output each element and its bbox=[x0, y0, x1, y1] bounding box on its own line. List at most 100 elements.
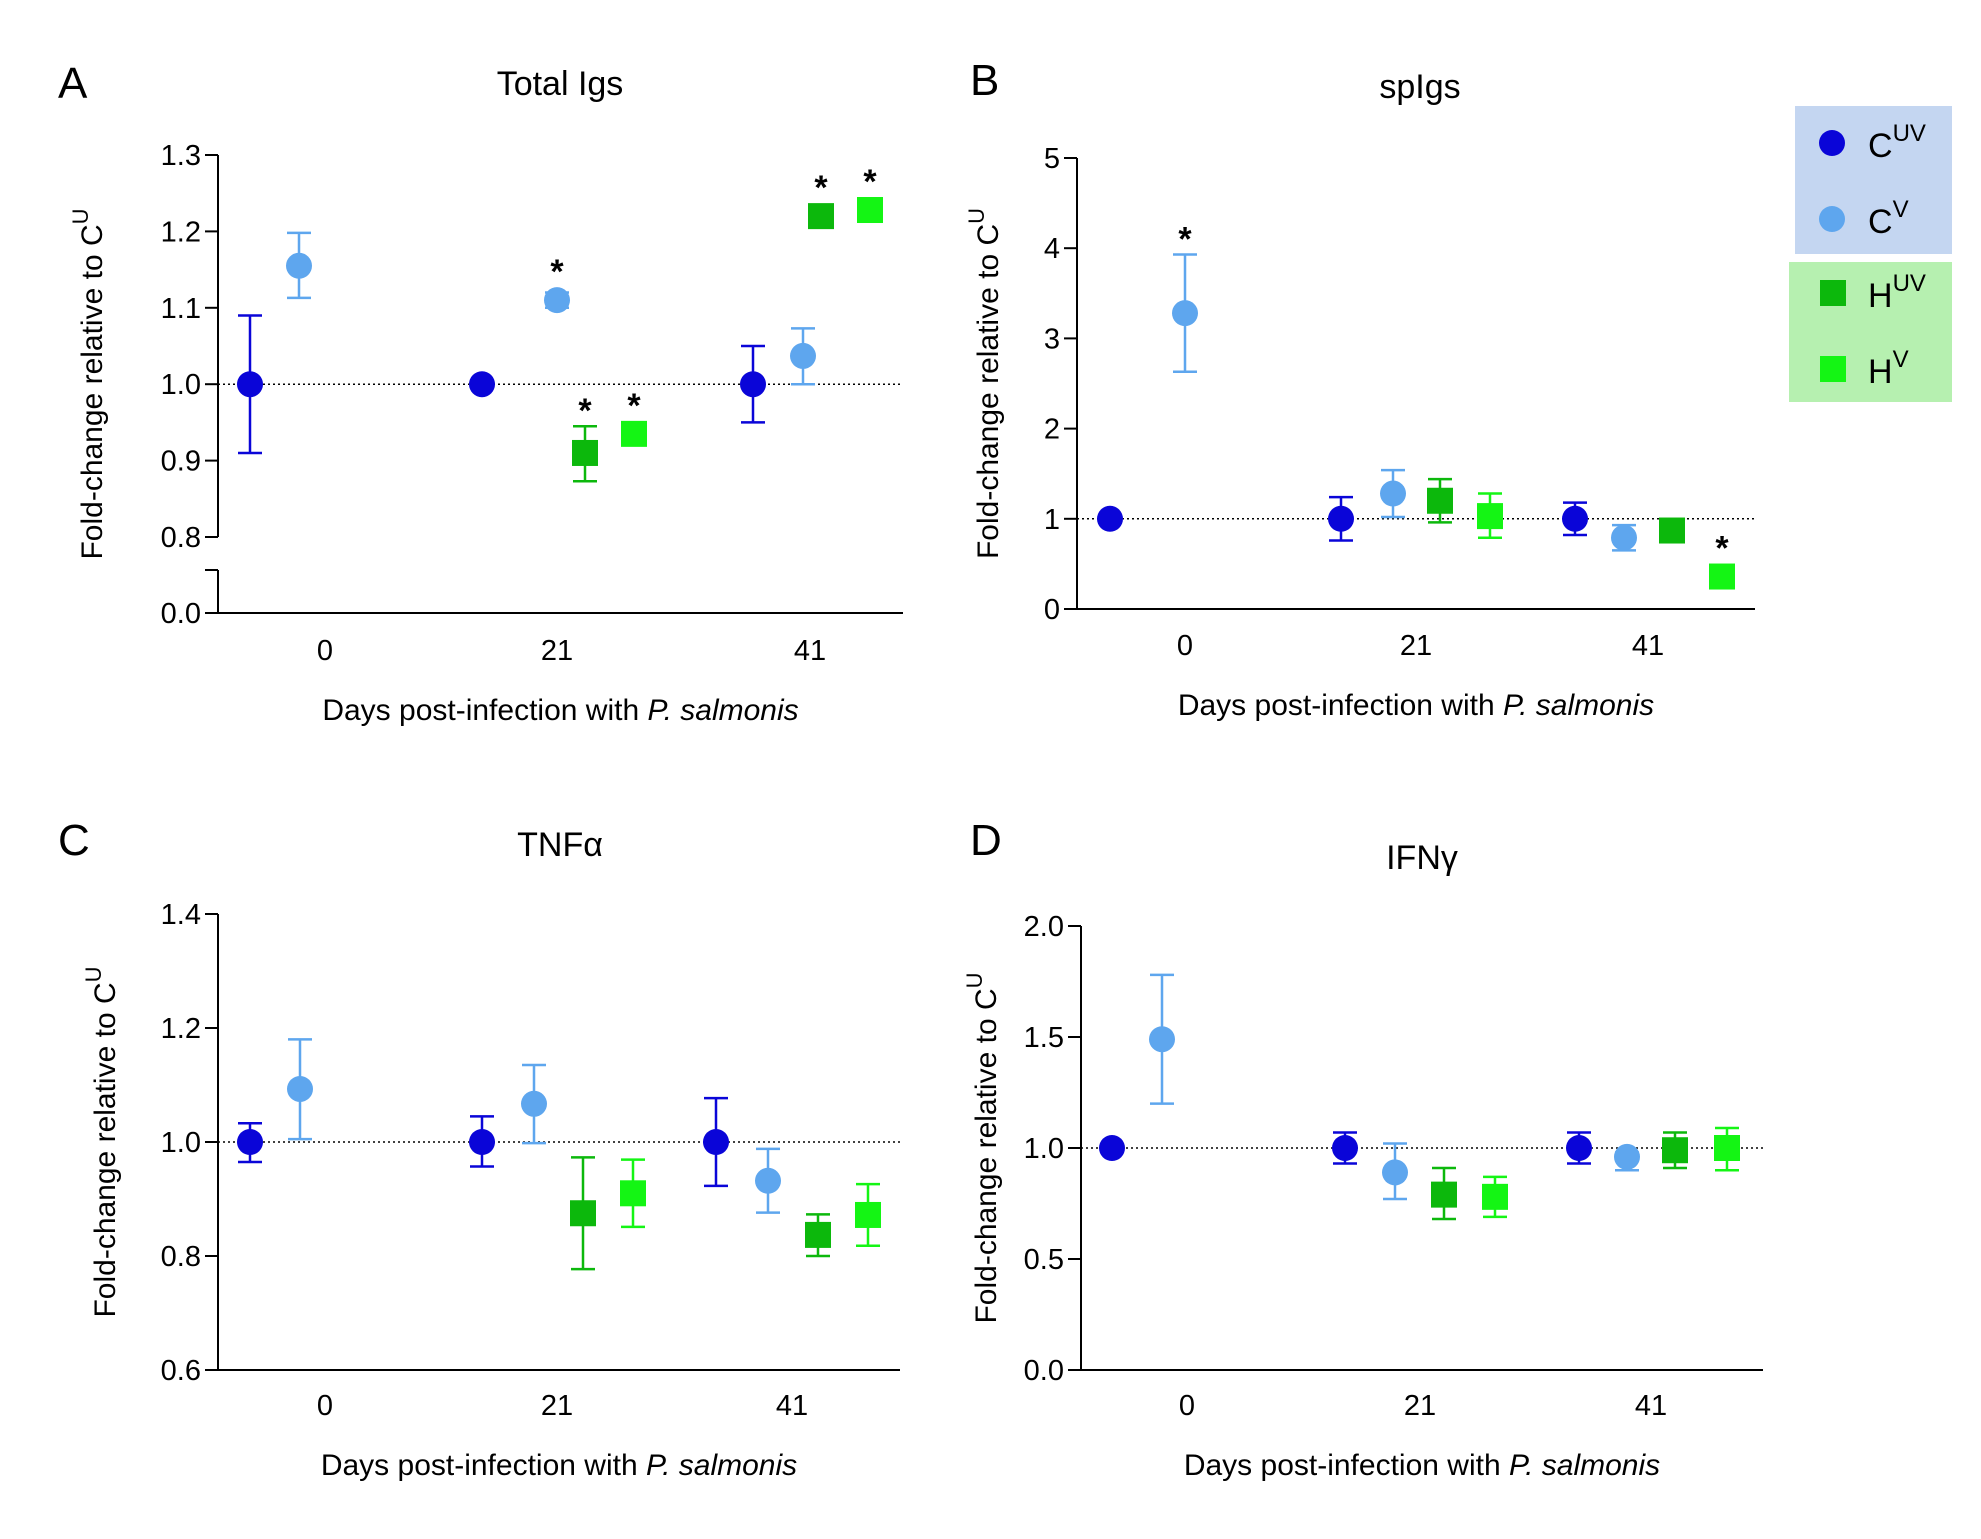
series-c-v bbox=[287, 1038, 781, 1214]
series-h-uv: ** bbox=[572, 169, 834, 483]
y-tick-label: 1 bbox=[1044, 504, 1060, 536]
data-point bbox=[521, 1090, 547, 1117]
data-point bbox=[805, 1221, 831, 1248]
y-tick-label: 2.0 bbox=[1024, 911, 1064, 943]
data-point bbox=[1662, 1137, 1688, 1164]
legend-group-c-bg bbox=[1795, 106, 1952, 254]
legend-label: HV bbox=[1868, 346, 1909, 391]
y-tick-label: 4 bbox=[1044, 233, 1060, 265]
x-tick-label: 41 bbox=[794, 635, 826, 667]
data-point bbox=[1149, 1026, 1175, 1053]
data-point bbox=[1431, 1181, 1457, 1208]
data-point bbox=[544, 287, 570, 314]
legend-item-h-v: HV bbox=[1820, 346, 1909, 391]
x-tick-label: 21 bbox=[1404, 1390, 1436, 1422]
data-point bbox=[620, 1180, 646, 1207]
panel-letter: C bbox=[58, 816, 90, 865]
y-axis-title: Fold-change relative to CU bbox=[964, 208, 1005, 559]
data-point bbox=[1097, 505, 1123, 532]
data-point bbox=[1172, 300, 1198, 327]
data-point bbox=[1099, 1135, 1125, 1161]
data-point bbox=[1332, 1135, 1358, 1161]
significance-marker: * bbox=[627, 387, 641, 425]
data-point bbox=[1427, 487, 1453, 514]
y-tick-label: 0.0 bbox=[1024, 1355, 1064, 1387]
significance-marker: * bbox=[1178, 221, 1192, 259]
x-tick-label: 0 bbox=[317, 635, 333, 667]
data-point bbox=[855, 1201, 881, 1228]
data-point bbox=[469, 1129, 495, 1155]
legend-label: CUV bbox=[1868, 120, 1926, 165]
y-tick-label: 1.4 bbox=[161, 899, 201, 931]
y-tick-label: 0.8 bbox=[161, 1241, 201, 1273]
series-h-uv bbox=[570, 1156, 831, 1271]
y-tick-label: 0.6 bbox=[161, 1355, 201, 1387]
series-c-v: * bbox=[286, 231, 816, 386]
data-point bbox=[755, 1167, 781, 1194]
data-point bbox=[1380, 480, 1406, 507]
significance-marker: * bbox=[578, 392, 592, 430]
y-tick-label: 1.0 bbox=[161, 369, 201, 401]
series-h-uv bbox=[1431, 1131, 1688, 1221]
legend-label: HUV bbox=[1868, 270, 1926, 315]
series-h-v bbox=[1482, 1126, 1740, 1219]
y-tick-label: 5 bbox=[1044, 143, 1060, 175]
data-point bbox=[1477, 503, 1503, 530]
y-tick-label: 1.0 bbox=[1024, 1133, 1064, 1165]
data-point bbox=[572, 439, 598, 466]
panel-letter: A bbox=[58, 59, 88, 108]
data-point bbox=[808, 203, 834, 230]
x-tick-label: 41 bbox=[776, 1390, 808, 1422]
data-point bbox=[1328, 505, 1354, 532]
y-tick-label: 2 bbox=[1044, 414, 1060, 446]
x-tick-label: 0 bbox=[1179, 1390, 1195, 1422]
series-h-v: ** bbox=[621, 163, 883, 447]
legend-marker bbox=[1820, 280, 1846, 306]
legend-item-c-uv: CUV bbox=[1819, 120, 1926, 165]
significance-marker: * bbox=[550, 253, 564, 291]
legend-label: CV bbox=[1868, 196, 1909, 241]
x-tick-label: 41 bbox=[1635, 1390, 1667, 1422]
y-tick-label: 0.0 bbox=[161, 598, 201, 630]
data-point bbox=[1482, 1183, 1508, 1210]
data-point bbox=[1614, 1143, 1640, 1170]
y-tick-label: 1.5 bbox=[1024, 1022, 1064, 1054]
series-c-uv bbox=[237, 314, 766, 455]
x-axis-title: Days post-infection with P. salmonis bbox=[322, 694, 798, 727]
data-point bbox=[1714, 1135, 1740, 1161]
data-point bbox=[1382, 1159, 1408, 1186]
x-tick-label: 21 bbox=[541, 1390, 573, 1422]
x-axis-title: Days post-infection with P. salmonis bbox=[1184, 1449, 1660, 1482]
y-axis-title: Fold-change relative to CU bbox=[68, 208, 109, 559]
panel-letter: B bbox=[970, 56, 999, 105]
x-axis-title: Days post-infection with P. salmonis bbox=[1178, 689, 1654, 722]
x-axis-title: Days post-infection with P. salmonis bbox=[321, 1449, 797, 1482]
data-point bbox=[1659, 517, 1685, 544]
data-point bbox=[1566, 1135, 1592, 1161]
y-axis-title: Fold-change relative to CU bbox=[81, 966, 122, 1317]
y-tick-label: 0.5 bbox=[1024, 1244, 1064, 1276]
significance-marker: * bbox=[814, 169, 828, 207]
panel-a: A Total Igs 0.0 0.8 0.9 1.0 1.1 1.2 1.3 0 21 41 Fold… bbox=[58, 59, 903, 727]
series-c-v bbox=[1149, 973, 1640, 1201]
x-tick-label: 0 bbox=[317, 1390, 333, 1422]
y-axis-title: Fold-change relative to CU bbox=[962, 972, 1003, 1323]
data-point bbox=[790, 342, 816, 369]
series-c-uv bbox=[1099, 1131, 1592, 1165]
panel-title: Total Igs bbox=[497, 65, 624, 103]
data-point bbox=[237, 1129, 263, 1155]
data-point bbox=[1562, 505, 1588, 532]
data-point bbox=[621, 420, 647, 447]
legend-item-c-v: CV bbox=[1819, 196, 1909, 241]
y-tick-label: 1.3 bbox=[161, 140, 201, 172]
significance-marker: * bbox=[863, 163, 877, 201]
y-tick-label: 1.2 bbox=[161, 1013, 201, 1045]
data-point bbox=[287, 1075, 313, 1102]
legend-item-h-uv: HUV bbox=[1820, 270, 1926, 315]
data-point bbox=[740, 371, 766, 398]
panel-letter: D bbox=[970, 816, 1002, 865]
y-tick-label: 3 bbox=[1044, 323, 1060, 355]
x-tick-label: 21 bbox=[1400, 630, 1432, 662]
data-point bbox=[237, 371, 263, 398]
